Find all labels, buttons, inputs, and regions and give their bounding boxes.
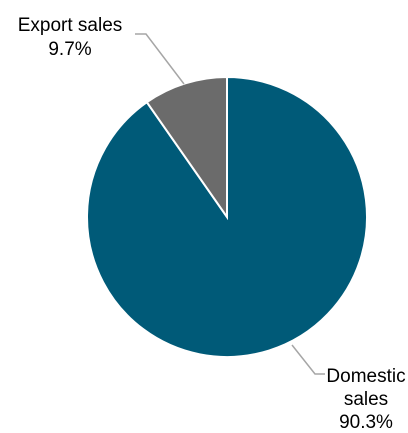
leader-line-domestic (291, 344, 325, 375)
pie-slices (86, 75, 368, 358)
slice-label-domestic-line2: sales (344, 389, 388, 410)
slice-label-domestic-line1: Domestic (326, 366, 405, 387)
leader-line-export (135, 33, 185, 85)
slice-value-export: 9.7% (48, 39, 91, 60)
pie-slice-export (145, 75, 228, 221)
slice-label-export: Export sales (18, 15, 123, 36)
slice-value-domestic: 90.3% (339, 412, 393, 433)
